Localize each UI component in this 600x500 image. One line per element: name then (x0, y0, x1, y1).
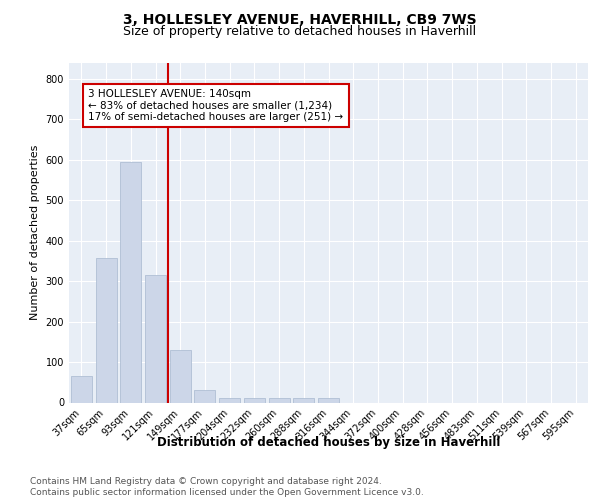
Y-axis label: Number of detached properties: Number of detached properties (30, 145, 40, 320)
Bar (293, 398, 314, 402)
Text: Distribution of detached houses by size in Haverhill: Distribution of detached houses by size … (157, 436, 500, 449)
Bar (145, 275, 166, 402)
Bar (318, 398, 339, 402)
Bar (244, 398, 265, 402)
Bar (95, 258, 116, 402)
Bar (170, 350, 191, 403)
Text: Contains HM Land Registry data © Crown copyright and database right 2024.
Contai: Contains HM Land Registry data © Crown c… (30, 478, 424, 497)
Bar (219, 398, 240, 402)
Text: 3, HOLLESLEY AVENUE, HAVERHILL, CB9 7WS: 3, HOLLESLEY AVENUE, HAVERHILL, CB9 7WS (123, 12, 477, 26)
Bar (269, 398, 290, 402)
Text: Size of property relative to detached houses in Haverhill: Size of property relative to detached ho… (124, 25, 476, 38)
Text: 3 HOLLESLEY AVENUE: 140sqm
← 83% of detached houses are smaller (1,234)
17% of s: 3 HOLLESLEY AVENUE: 140sqm ← 83% of deta… (88, 89, 343, 122)
Bar (120, 162, 141, 402)
Bar (71, 376, 92, 402)
Bar (194, 390, 215, 402)
